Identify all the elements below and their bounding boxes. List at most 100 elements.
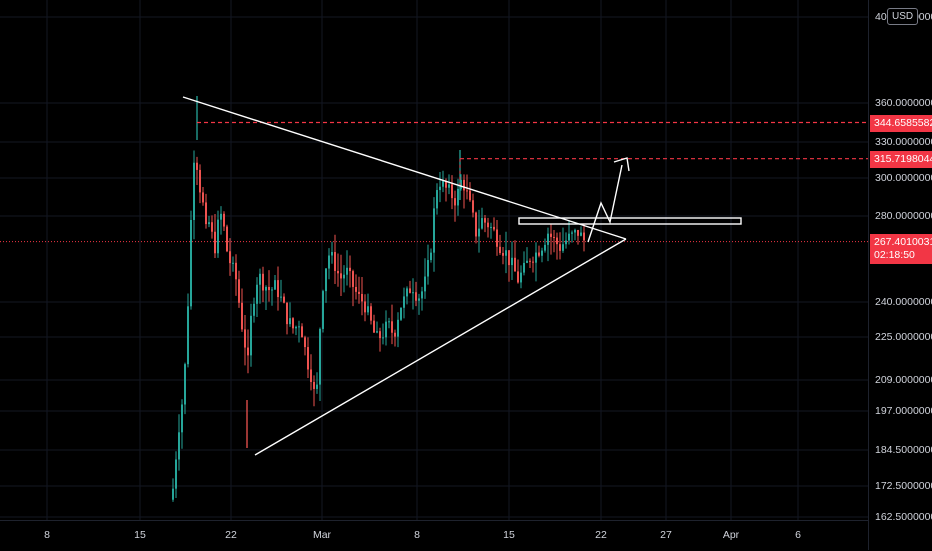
candle-body bbox=[232, 262, 234, 264]
time-tick-label: Apr bbox=[722, 529, 740, 541]
candle-body bbox=[451, 184, 453, 199]
candle-body bbox=[463, 179, 465, 191]
currency-badge[interactable]: USD bbox=[887, 8, 919, 25]
candle-body bbox=[496, 229, 498, 247]
candle-body bbox=[391, 321, 393, 333]
time-tick-label: 27 bbox=[660, 529, 672, 541]
candle-body bbox=[505, 250, 507, 256]
time-tick-label: 8 bbox=[414, 529, 420, 541]
candle-body bbox=[205, 202, 207, 225]
candle-body bbox=[574, 229, 576, 233]
candle-body bbox=[502, 252, 504, 256]
time-tick-label: 22 bbox=[595, 529, 607, 541]
candle-body bbox=[304, 337, 306, 348]
candle-body bbox=[568, 233, 570, 241]
candlestick-series bbox=[172, 96, 585, 502]
candle-body bbox=[247, 347, 249, 356]
candle-body bbox=[298, 326, 300, 328]
price-axis[interactable]: 400.0000000360.0000000330.0000000300.000… bbox=[868, 0, 932, 550]
candle-body bbox=[541, 250, 543, 256]
candle-body bbox=[520, 272, 522, 283]
candle-body bbox=[307, 347, 309, 370]
candle-body bbox=[196, 162, 198, 170]
candle-body bbox=[187, 306, 189, 365]
candle-body bbox=[334, 252, 336, 271]
candle-body bbox=[289, 318, 291, 325]
candle-body bbox=[277, 280, 279, 298]
price-tick-label: 162.5000000 bbox=[875, 511, 932, 523]
candle-body bbox=[454, 198, 456, 206]
candle-body bbox=[229, 251, 231, 264]
candle-body bbox=[490, 226, 492, 228]
price-tick-label: 225.0000000 bbox=[875, 331, 932, 343]
candle-body bbox=[190, 219, 192, 307]
candle-body bbox=[322, 291, 324, 329]
breakout-arrow-head bbox=[613, 157, 630, 172]
level-badge-mid: 315.7198044 bbox=[870, 150, 932, 168]
candle-body bbox=[310, 369, 312, 382]
candle-body bbox=[343, 274, 345, 279]
candle-body bbox=[331, 252, 333, 256]
trendline-drawings[interactable] bbox=[182, 96, 742, 456]
candle-body bbox=[550, 233, 552, 237]
grid-lines bbox=[0, 0, 868, 520]
candle-body bbox=[514, 257, 516, 272]
candle-body bbox=[253, 303, 255, 316]
candle-body bbox=[409, 288, 411, 293]
candle-body bbox=[367, 306, 369, 313]
price-tick-label: 360.0000000 bbox=[875, 97, 932, 109]
last-price-badge: 267.4010031 02:18:50 bbox=[870, 233, 932, 264]
candle-body bbox=[487, 222, 489, 228]
chart-pane[interactable] bbox=[0, 0, 868, 520]
candle-body bbox=[244, 329, 246, 348]
candle-body bbox=[529, 260, 531, 262]
candle-body bbox=[346, 267, 348, 275]
candle-body bbox=[508, 250, 510, 266]
candle-body bbox=[301, 326, 303, 338]
triangle-upper-line bbox=[182, 96, 627, 240]
price-tick-label: 300.0000000 bbox=[875, 172, 932, 184]
candle-body bbox=[478, 228, 480, 237]
candle-body bbox=[547, 233, 549, 245]
candle-body bbox=[184, 364, 186, 405]
candle-body bbox=[256, 284, 258, 304]
candle-body bbox=[475, 212, 477, 237]
candle-body bbox=[553, 236, 555, 238]
candle-body bbox=[415, 292, 417, 301]
chart-canvas[interactable] bbox=[0, 0, 868, 520]
candle-body bbox=[493, 226, 495, 230]
price-tick-label: 330.0000000 bbox=[875, 136, 932, 148]
candle-body bbox=[481, 218, 483, 229]
candle-body bbox=[274, 280, 276, 290]
candle-body bbox=[385, 321, 387, 338]
time-tick-label: 15 bbox=[503, 529, 515, 541]
time-tick-label: 6 bbox=[795, 529, 801, 541]
time-axis[interactable]: 8 15 22 Mar 8 15 22 27 Apr 6 bbox=[0, 520, 868, 551]
candle-body bbox=[193, 162, 195, 220]
candle-body bbox=[565, 240, 567, 245]
candle-body bbox=[223, 213, 225, 227]
candle-body bbox=[211, 222, 213, 232]
candle-body bbox=[499, 246, 501, 253]
candle-body bbox=[271, 289, 273, 291]
candle-body bbox=[283, 296, 285, 303]
time-tick-label: Mar bbox=[312, 529, 332, 541]
candle-body bbox=[511, 257, 513, 266]
candle-body bbox=[538, 252, 540, 256]
candle-body bbox=[208, 222, 210, 225]
candle-body bbox=[406, 288, 408, 297]
candle-body bbox=[319, 328, 321, 385]
candle-body bbox=[583, 232, 585, 241]
candle-body bbox=[460, 179, 462, 189]
candle-body bbox=[556, 237, 558, 245]
candle-body bbox=[250, 315, 252, 356]
candle-body bbox=[484, 218, 486, 223]
candle-body bbox=[448, 184, 450, 188]
candle-body bbox=[355, 286, 357, 292]
candle-body bbox=[181, 404, 183, 433]
level-badge-high-text: 344.6585582 bbox=[874, 116, 932, 129]
price-tick-label: 197.0000000 bbox=[875, 405, 932, 417]
price-tick-label: 280.0000000 bbox=[875, 210, 932, 222]
candle-body bbox=[445, 180, 447, 188]
candle-body bbox=[292, 318, 294, 329]
